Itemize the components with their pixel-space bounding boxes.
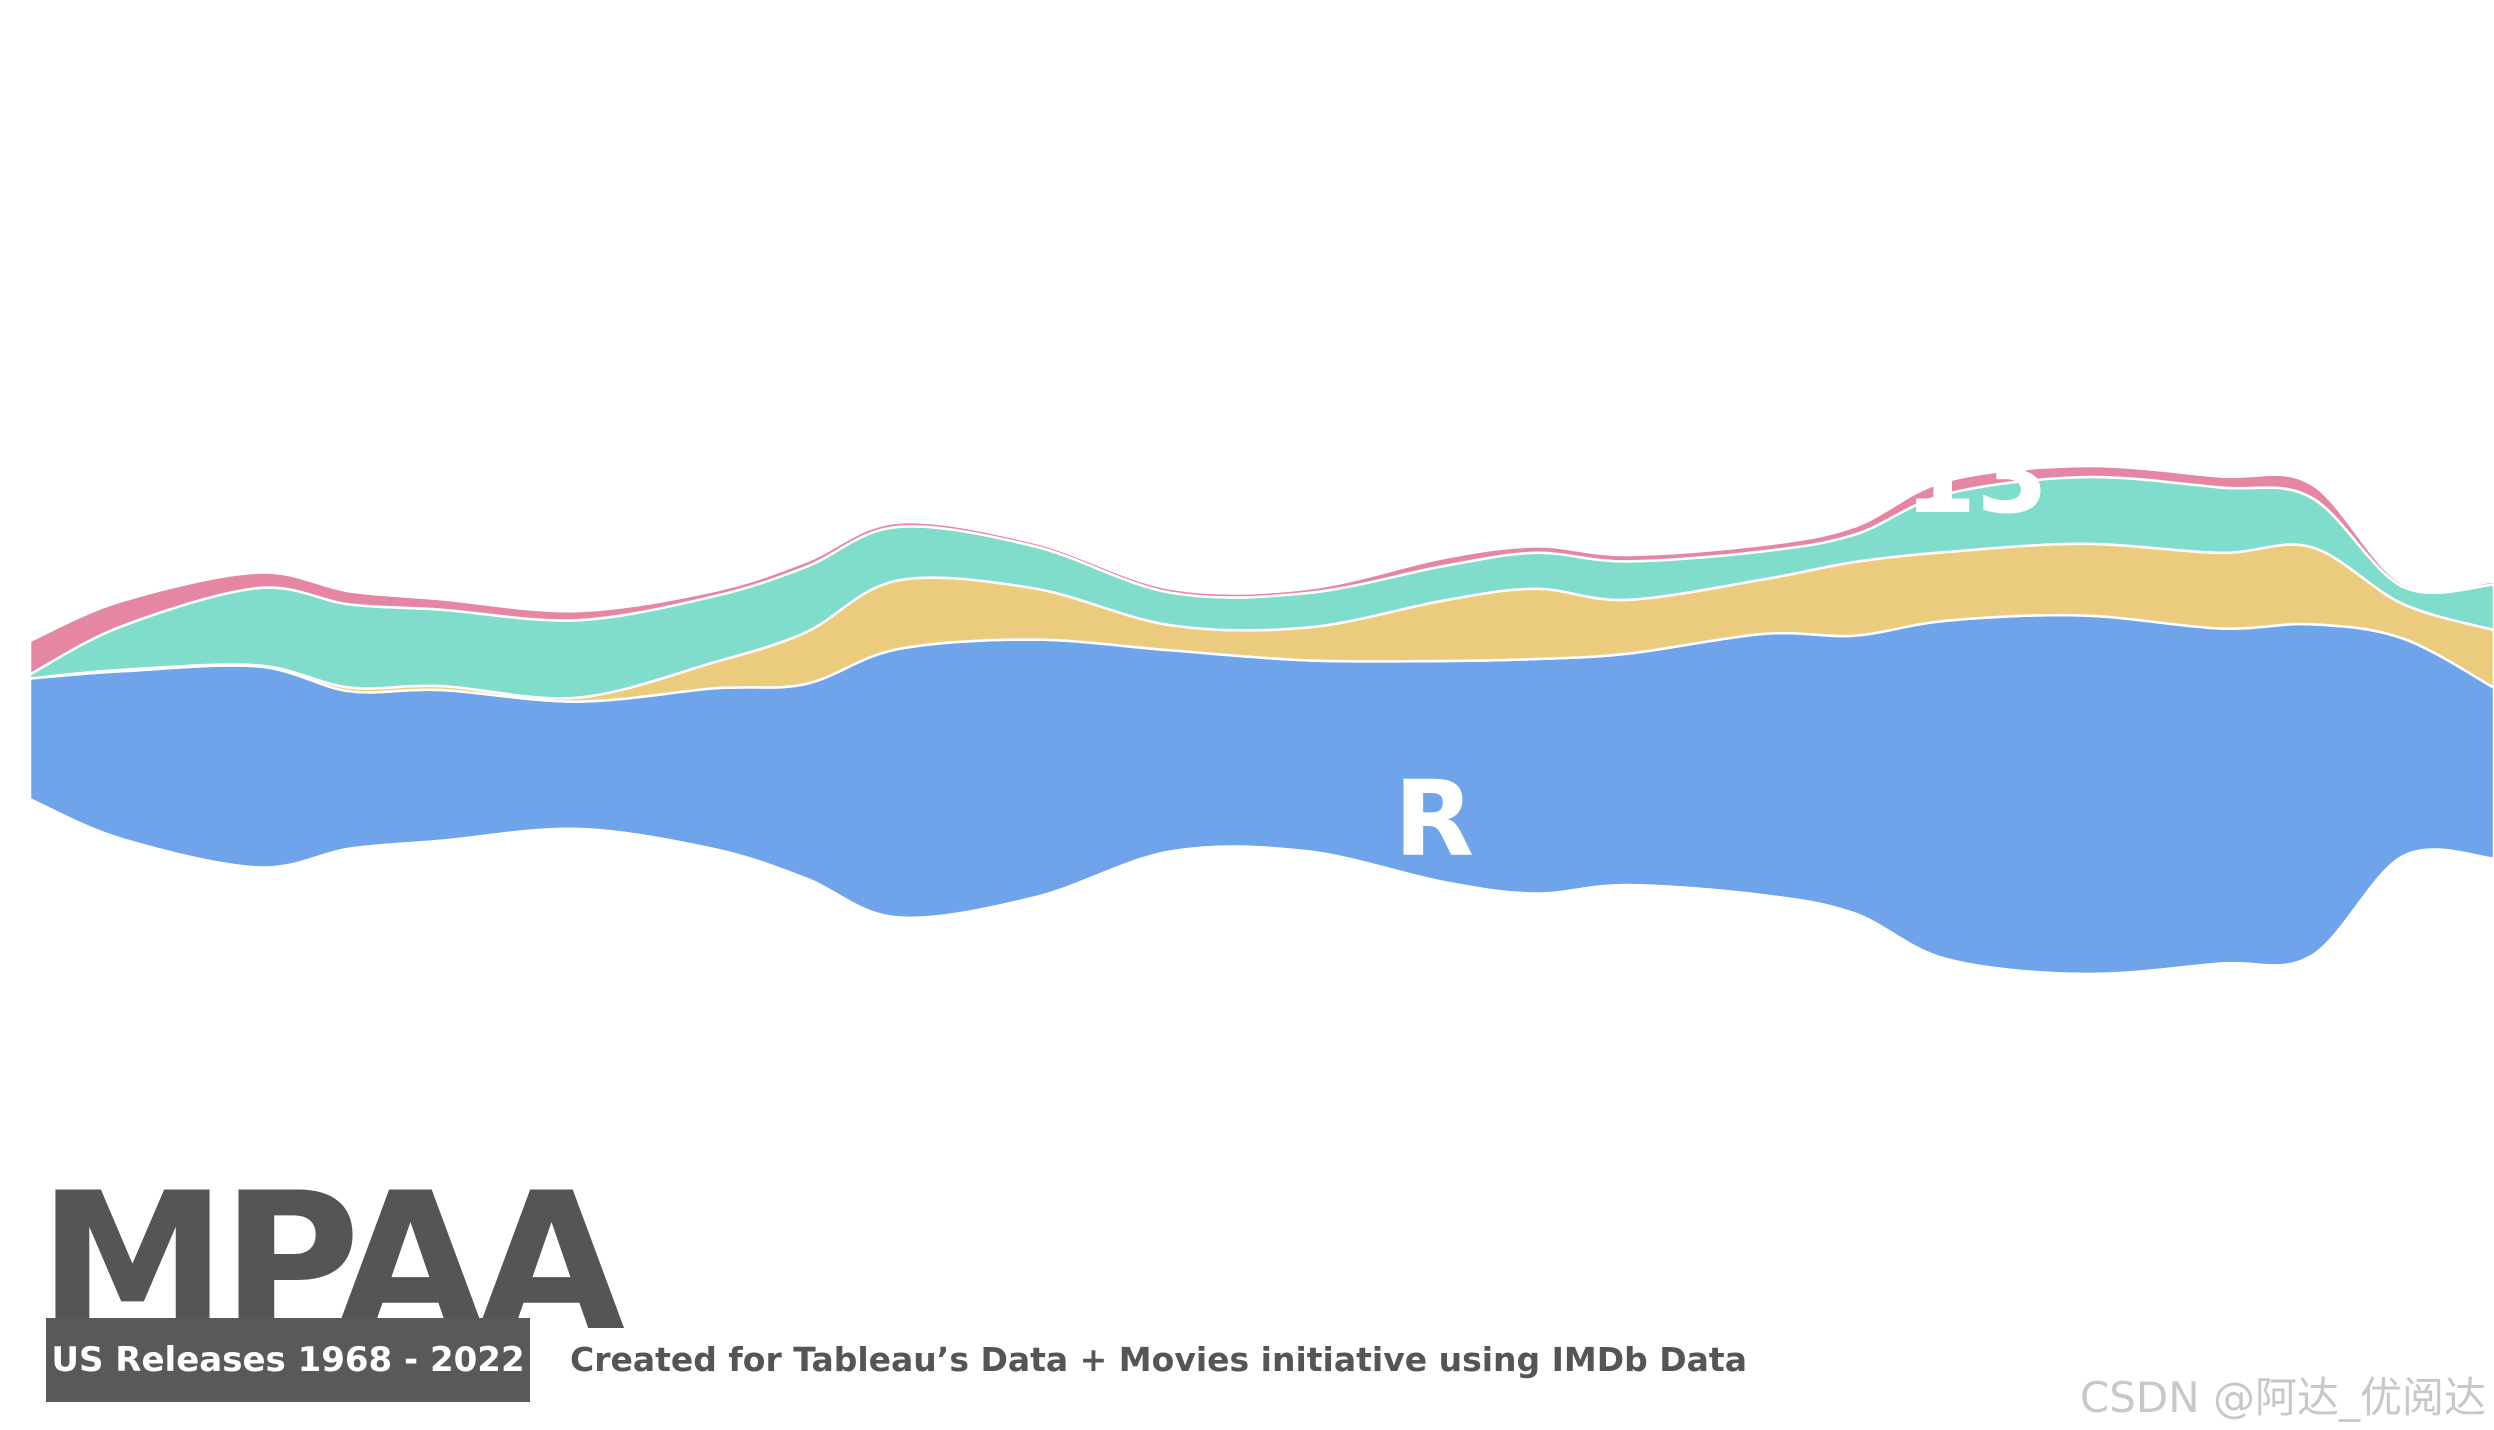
chart-subtitle: US Releases 1968 - 2022	[46, 1318, 530, 1402]
stream-areas	[28, 464, 2494, 976]
label-pg-13: PG-13	[1699, 415, 2048, 537]
stream-area-g	[28, 464, 2494, 676]
credit-text: Created for Tableau’s Data + Movies init…	[570, 1340, 1747, 1379]
watermark: CSDN @阿达_优阅达	[2079, 1373, 2486, 1422]
label-r: R	[1394, 758, 1474, 880]
label-pg: PG	[2053, 209, 2215, 331]
label-g: G	[201, 339, 278, 448]
